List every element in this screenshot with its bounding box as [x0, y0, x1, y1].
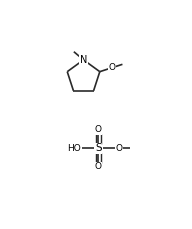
Text: N: N — [80, 55, 87, 65]
Text: O: O — [95, 163, 102, 172]
Text: O: O — [95, 125, 102, 134]
Text: HO: HO — [67, 144, 81, 153]
Text: S: S — [95, 143, 102, 153]
Text: O: O — [115, 144, 122, 153]
Text: O: O — [108, 63, 115, 72]
